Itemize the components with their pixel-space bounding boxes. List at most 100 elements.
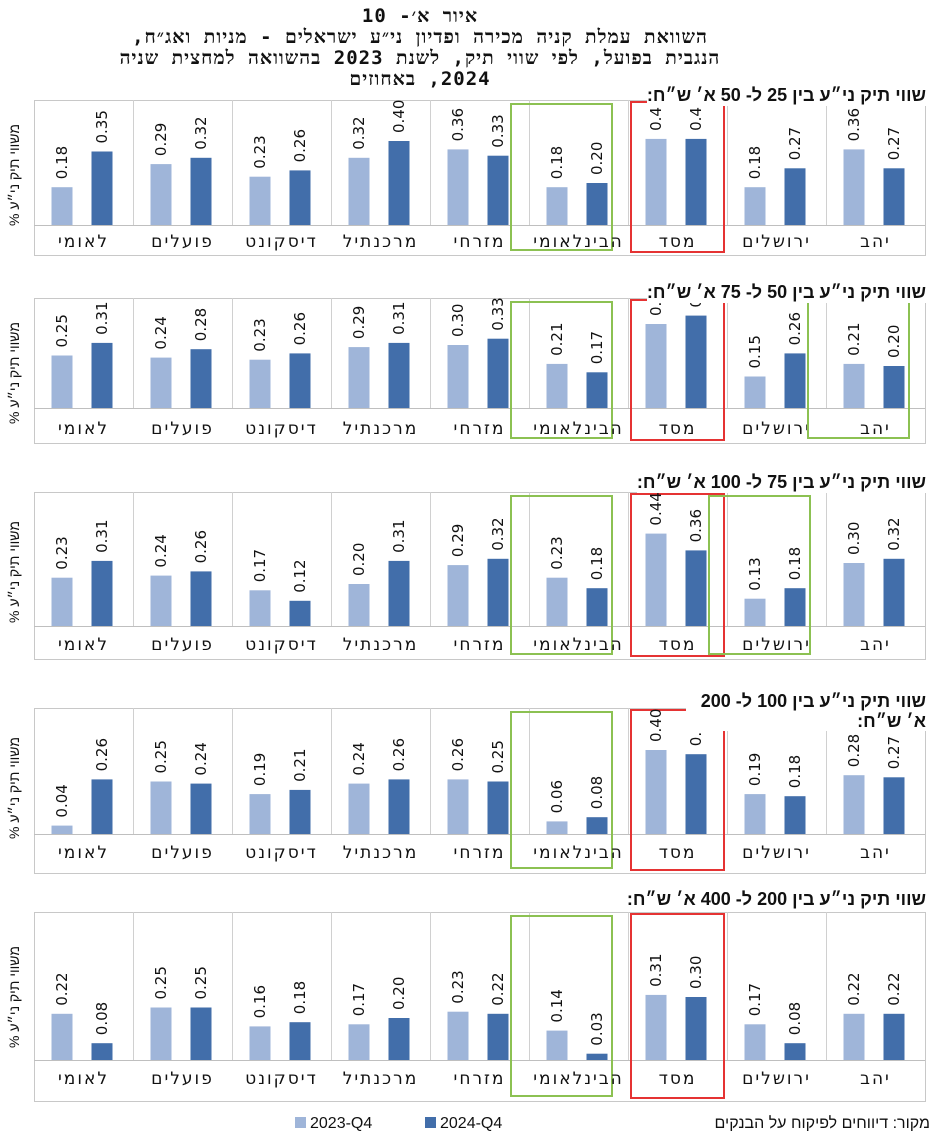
bar-2023-q4 bbox=[51, 577, 73, 626]
data-label: 0.26 bbox=[291, 312, 309, 345]
data-label: 0.31 bbox=[647, 953, 665, 986]
data-label: 0.22 bbox=[885, 972, 903, 1005]
data-label: 0.24 bbox=[152, 534, 170, 567]
data-label: 0.21 bbox=[548, 322, 566, 355]
category-label: לאומי bbox=[58, 1069, 109, 1089]
bar-2023-q4 bbox=[744, 794, 766, 834]
bar-2023-q4 bbox=[447, 149, 469, 225]
bar-2024-q4 bbox=[883, 1013, 905, 1060]
plot-frame bbox=[34, 708, 926, 874]
bar-2024-q4 bbox=[784, 796, 806, 834]
bar-2023-q4 bbox=[249, 590, 271, 626]
figure-title-line-2: הנגבית בפועל, לפי שווי תיק, לשנת 2023 בה… bbox=[119, 47, 721, 69]
bar-2024-q4 bbox=[586, 588, 608, 626]
bar-2023-q4 bbox=[447, 345, 469, 408]
y-axis-label: % משווי תיק ני״ע bbox=[6, 946, 22, 1048]
category-label: הבינלאומי bbox=[533, 635, 624, 655]
data-label: 0.18 bbox=[786, 547, 804, 580]
category-label: לאומי bbox=[58, 419, 109, 439]
data-label: 0.22 bbox=[845, 972, 863, 1005]
bar-2023-q4 bbox=[843, 563, 865, 626]
bar-2024-q4 bbox=[91, 779, 113, 834]
bar-2024-q4 bbox=[487, 338, 509, 408]
bar-2023-q4 bbox=[51, 355, 73, 408]
data-label: 0.24 bbox=[350, 742, 368, 775]
bar-2024-q4 bbox=[487, 1013, 509, 1060]
bar-2024-q4 bbox=[289, 353, 311, 408]
data-label: 0.19 bbox=[746, 753, 764, 786]
data-label: 0.25 bbox=[192, 966, 210, 999]
bar-chart-panel-3: 0.23 0.31 לאומי 0.24 0.26 פועלים 0.17 0.12 דיסקו… bbox=[34, 492, 926, 660]
bar-2023-q4 bbox=[744, 376, 766, 408]
bar-2023-q4 bbox=[348, 584, 370, 626]
bar-2023-q4 bbox=[546, 363, 568, 408]
data-label: 0.08 bbox=[93, 1002, 111, 1035]
category-label: מרכנתיל bbox=[343, 232, 419, 252]
data-label: 0.44 bbox=[647, 492, 665, 525]
data-label: 0.16 bbox=[251, 985, 269, 1018]
bar-2024-q4 bbox=[289, 789, 311, 834]
data-label: 0.21 bbox=[291, 748, 309, 781]
bar-2023-q4 bbox=[51, 187, 73, 225]
bar-2024-q4 bbox=[91, 1043, 113, 1060]
data-label: 0.23 bbox=[548, 536, 566, 569]
category-label: הבינלאומי bbox=[533, 843, 624, 863]
data-label: 0.18 bbox=[588, 547, 606, 580]
data-label: 0.23 bbox=[53, 536, 71, 569]
data-label: 0.36 bbox=[845, 108, 863, 141]
data-label: 0.31 bbox=[93, 519, 111, 552]
bar-2024-q4 bbox=[685, 997, 707, 1060]
data-label: 0.27 bbox=[885, 127, 903, 160]
bar-2023-q4 bbox=[645, 750, 667, 834]
plot-frame bbox=[34, 100, 926, 256]
legend-label: 2023-Q4 bbox=[310, 1115, 373, 1132]
bar-2023-q4 bbox=[645, 138, 667, 225]
y-axis-label: % משווי תיק ני״ע bbox=[6, 322, 22, 424]
bar-2023-q4 bbox=[51, 825, 73, 834]
data-label: 0.31 bbox=[93, 301, 111, 334]
data-label: 0.18 bbox=[548, 146, 566, 179]
highlight-box-red bbox=[630, 493, 725, 657]
bar-2023-q4 bbox=[546, 187, 568, 225]
category-label: לאומי bbox=[58, 232, 109, 252]
category-label: ירושלים bbox=[742, 1069, 811, 1089]
data-label: 0.17 bbox=[746, 983, 764, 1016]
bar-2023-q4 bbox=[51, 1013, 73, 1060]
data-label: 0.25 bbox=[152, 740, 170, 773]
category-label: יהב bbox=[860, 843, 891, 863]
y-axis-label: % משווי תיק ני״ע bbox=[6, 521, 22, 623]
data-label: 0.18 bbox=[746, 146, 764, 179]
plot-frame bbox=[34, 492, 926, 660]
category-label: מסד bbox=[659, 232, 697, 252]
bar-2023-q4 bbox=[150, 357, 172, 408]
data-label: 0.21 bbox=[845, 322, 863, 355]
data-label: 0.26 bbox=[786, 312, 804, 345]
figure-title-line-3: 2024, באחוזים bbox=[349, 68, 491, 90]
data-label: 0.22 bbox=[53, 972, 71, 1005]
category-label: יהב bbox=[860, 419, 891, 439]
bar-2023-q4 bbox=[348, 783, 370, 834]
bar-2023-q4 bbox=[150, 164, 172, 225]
bar-2024-q4 bbox=[388, 1018, 410, 1060]
category-label: דיסקונט bbox=[245, 635, 318, 655]
category-label: מזרחי bbox=[454, 635, 506, 655]
bar-2024-q4 bbox=[487, 781, 509, 834]
data-label: 0.32 bbox=[350, 116, 368, 149]
category-label: מרכנתיל bbox=[343, 843, 419, 863]
data-label: 0.19 bbox=[251, 753, 269, 786]
bar-2023-q4 bbox=[645, 994, 667, 1060]
data-label: 0.26 bbox=[449, 738, 467, 771]
bar-2023-q4 bbox=[447, 565, 469, 626]
category-label: ירושלים bbox=[742, 419, 811, 439]
highlight-box-green bbox=[510, 103, 613, 251]
bar-2023-q4 bbox=[249, 1026, 271, 1060]
data-label: 0.26 bbox=[93, 738, 111, 771]
data-label: 0.17 bbox=[588, 331, 606, 364]
highlight-box-red bbox=[630, 913, 725, 1099]
bar-2024-q4 bbox=[685, 138, 707, 225]
data-label: 0.23 bbox=[251, 135, 269, 168]
bar-2024-q4 bbox=[91, 342, 113, 408]
data-label: 0.32 bbox=[885, 517, 903, 550]
bar-2023-q4 bbox=[843, 363, 865, 408]
bar-2024-q4 bbox=[784, 353, 806, 408]
